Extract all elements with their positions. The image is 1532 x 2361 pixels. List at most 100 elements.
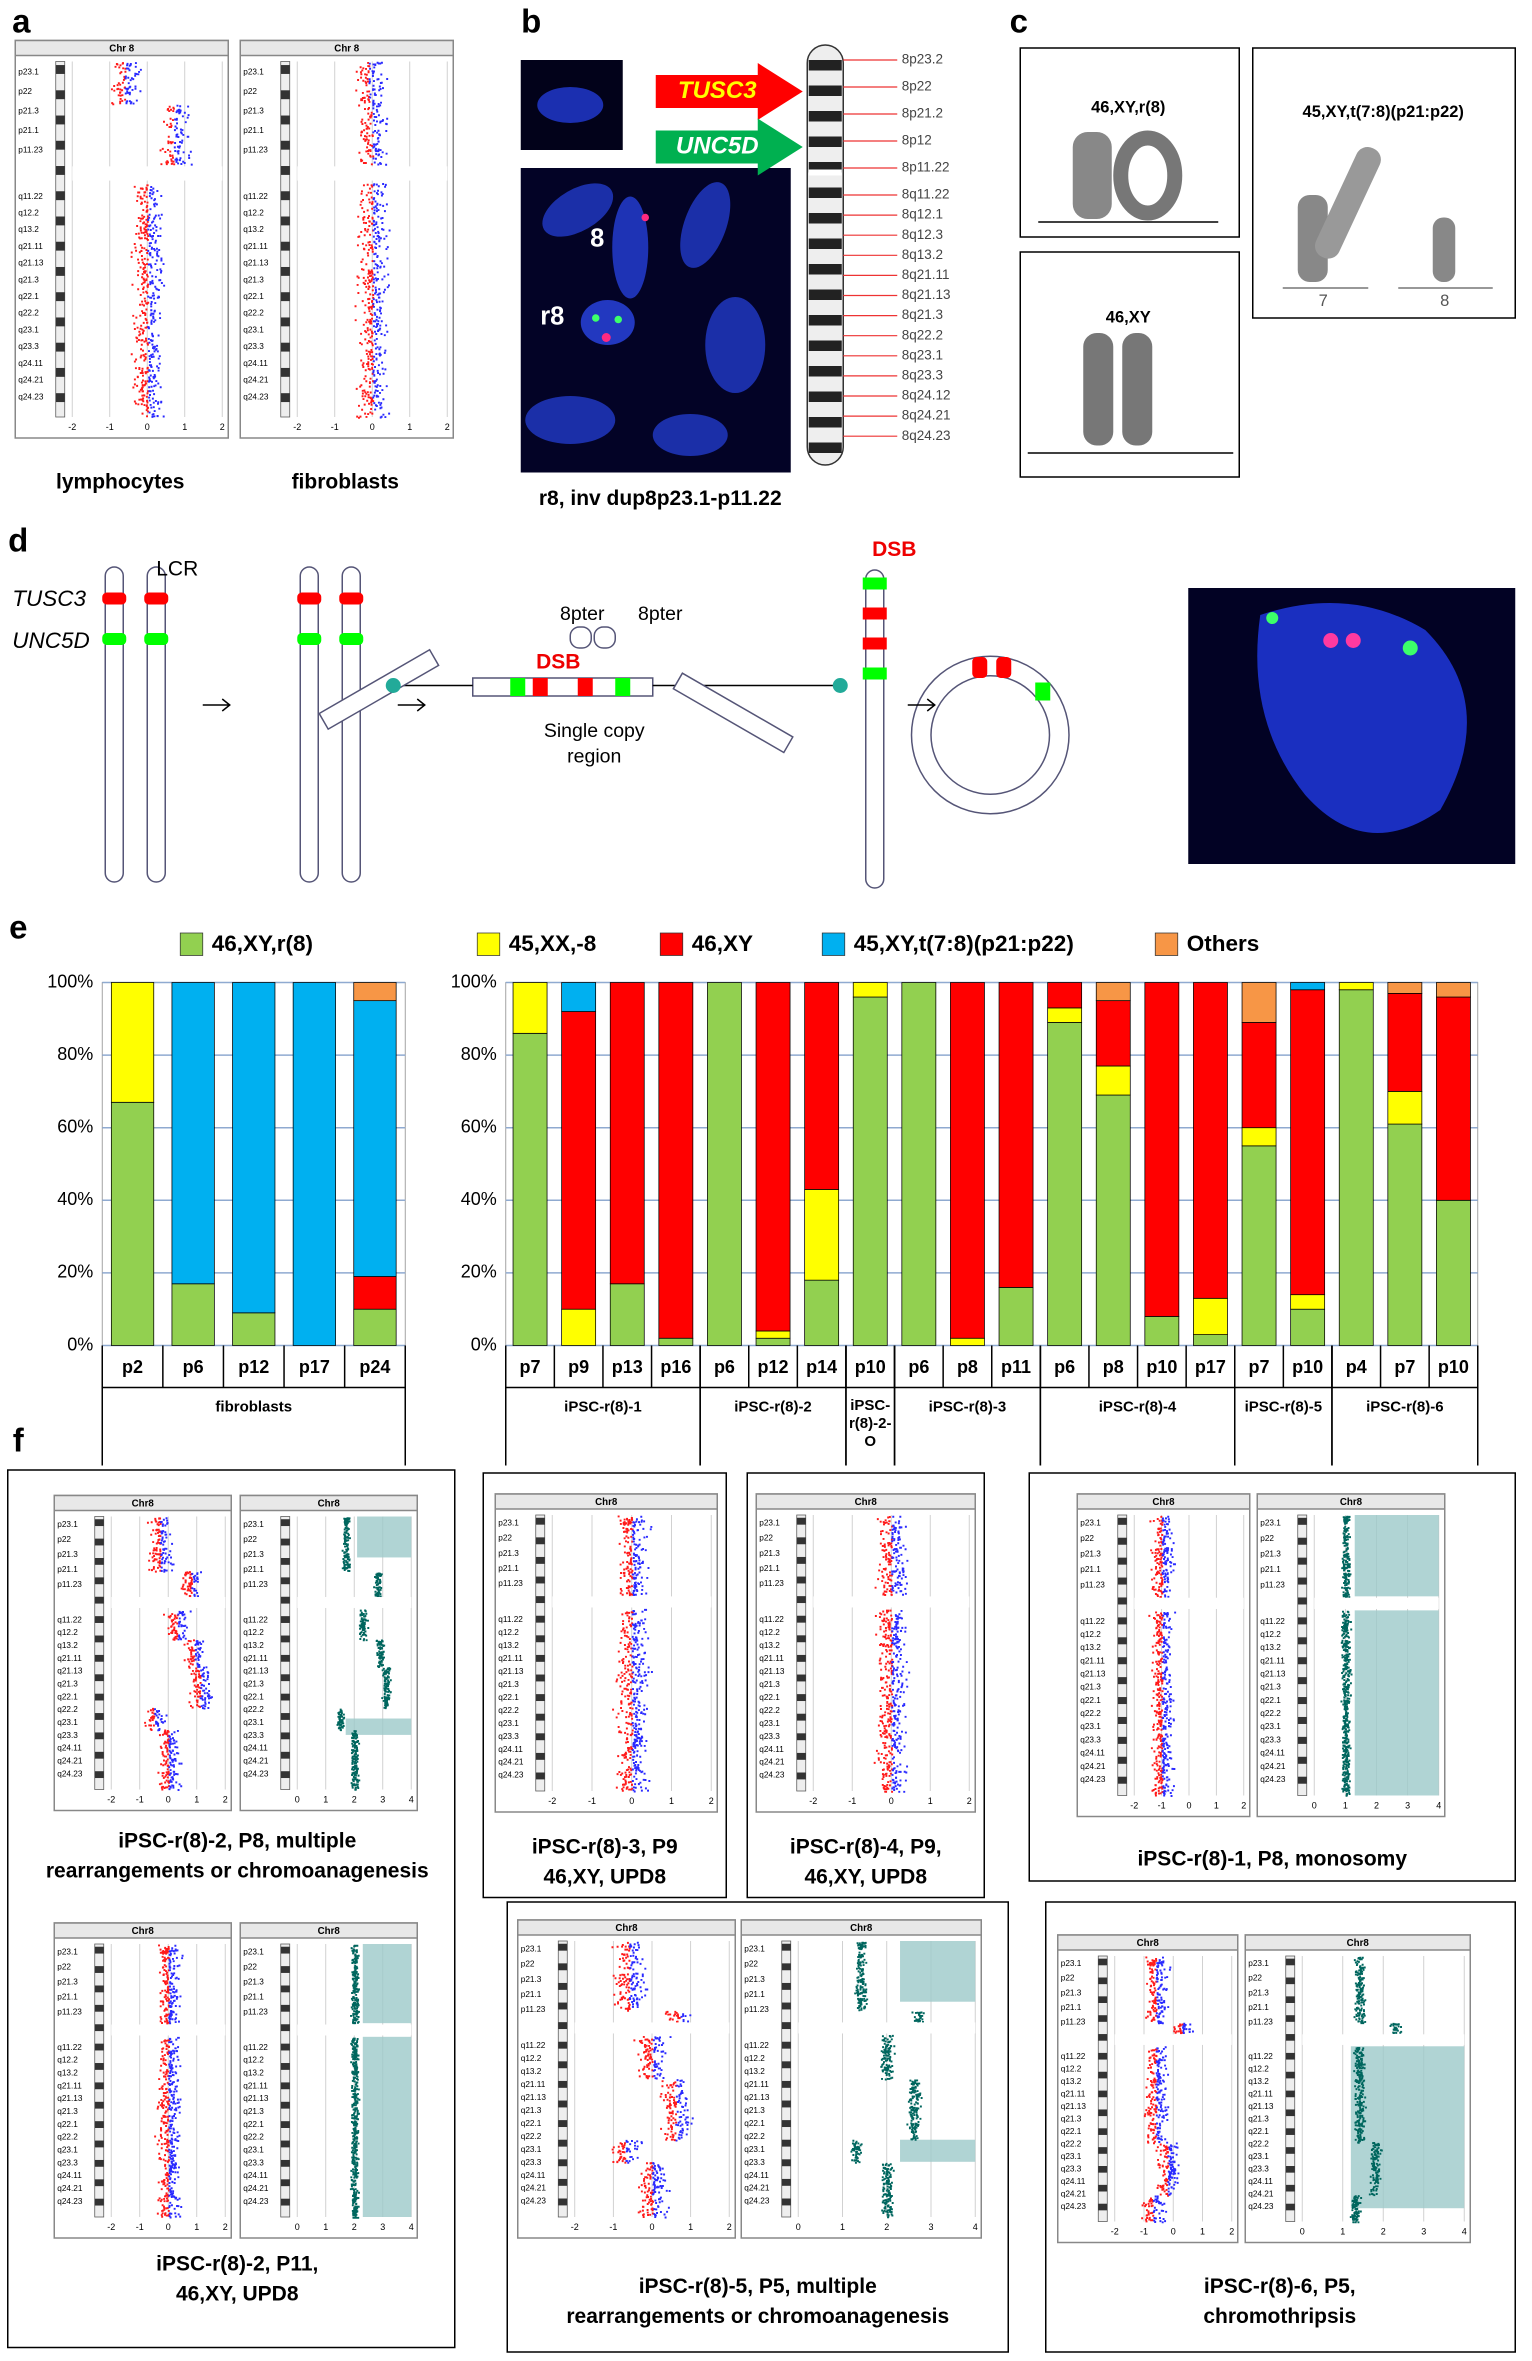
band-label: p22 [521, 1960, 535, 1969]
band-label: p21.3 [1061, 1988, 1082, 1997]
bar [1387, 993, 1423, 1092]
x-tick-label: 4 [1436, 1800, 1441, 1810]
band-label: q11.22 [1260, 1617, 1285, 1626]
ideogram-band [1297, 1537, 1307, 1545]
y-tick-label: 20% [461, 1262, 497, 1282]
ideogram-band [1117, 1577, 1127, 1585]
gene-band [862, 607, 887, 620]
y-tick-label: 40% [461, 1189, 497, 1209]
scatter-cloud [631, 1515, 653, 1793]
bar [852, 982, 888, 998]
band-label: q13.2 [521, 2067, 542, 2076]
x-tick-label: 2 [352, 1794, 357, 1804]
band-label: q21.11 [1248, 2089, 1273, 2098]
ideogram-band [280, 1693, 290, 1701]
ideogram-band [94, 1985, 104, 1993]
ideogram-band [535, 1596, 545, 1604]
band-label: q24.21 [243, 1757, 269, 1766]
band-label: p21.3 [243, 1977, 264, 1986]
plot-title-bar [53, 1922, 233, 1939]
band-label: q21.13 [18, 259, 44, 268]
band-label: q11.22 [1080, 1617, 1105, 1626]
gene-band [102, 633, 127, 645]
loh-shade [1354, 1515, 1439, 1597]
x-tick-label: 1 [688, 2222, 693, 2232]
band-label: q22.1 [759, 1693, 780, 1702]
band-label: q22.1 [57, 2120, 78, 2129]
x-tick-label: 3 [380, 2222, 385, 2232]
gene-band [972, 657, 988, 678]
x-tick-label: p12 [238, 1357, 269, 1377]
centromere-gap [1314, 1597, 1439, 1609]
ideogram-band [1098, 2015, 1108, 2022]
bar [1144, 982, 1180, 1317]
ideogram-band [280, 1985, 290, 1993]
ideogram-band [781, 2041, 791, 2049]
band-label: p23.1 [759, 1518, 780, 1527]
legend-swatch [476, 932, 501, 956]
ideogram-band [55, 90, 65, 100]
band-label: 8q23.3 [902, 367, 943, 382]
band-label: q24.21 [759, 1758, 785, 1767]
band-label: 8q22.2 [902, 327, 943, 342]
band-label: q24.21 [1248, 2189, 1274, 2198]
x-tick-label: -1 [331, 422, 339, 432]
ideogram-band [94, 1557, 104, 1565]
fish-signal [1266, 612, 1279, 624]
band-label: q21.3 [1080, 1683, 1101, 1692]
x-tick-label: p8 [1103, 1357, 1124, 1377]
band-label: q21.3 [1260, 1683, 1281, 1692]
scatter-cloud [336, 1517, 392, 1791]
band-label: q23.1 [243, 2146, 264, 2155]
ideogram [94, 1516, 105, 1790]
ideogram-band [796, 1713, 806, 1721]
band-label: q22.2 [57, 2133, 78, 2142]
band-label: q23.1 [243, 1718, 264, 1727]
plot-title: Chr8 [1137, 1938, 1160, 1949]
ideogram-band [1285, 2052, 1295, 2060]
karyotype-label: 45,XY,t(7:8)(p21:p22) [1303, 103, 1464, 121]
ideogram [280, 1943, 291, 2218]
plot-area [505, 982, 1479, 1346]
ideogram-band [796, 1615, 806, 1623]
ideogram-band [535, 1576, 545, 1584]
loh-shade [900, 2139, 976, 2162]
pter-label: 8pter [560, 603, 605, 625]
panel-box [7, 1469, 456, 2349]
band-label: q24.11 [243, 1744, 268, 1753]
x-tick-label: 2 [884, 2222, 889, 2232]
chromosome-image [1432, 217, 1456, 282]
band-label: q24.11 [1080, 1749, 1105, 1758]
ideogram-band [280, 1771, 290, 1779]
band-label: 8p23.2 [902, 52, 943, 67]
band-label: q22.2 [521, 2132, 542, 2141]
band-label: q23.1 [759, 1719, 780, 1728]
band-label: q13.2 [18, 225, 39, 234]
x-tick-label: 0 [1312, 1800, 1317, 1810]
band-label: p21.3 [759, 1549, 780, 1558]
band-label: p21.3 [243, 1550, 264, 1559]
ideogram-band [94, 1751, 104, 1759]
ideogram-band [94, 2121, 104, 2129]
gene-band [577, 678, 593, 696]
ideogram-band [558, 2100, 568, 2108]
fish-chromosome [705, 297, 766, 393]
plot-frame [494, 1493, 718, 1813]
legend-swatch [821, 932, 846, 956]
band-label: q12.2 [744, 2054, 765, 2063]
ideogram-band [280, 393, 290, 403]
band-label: q24.23 [243, 2197, 269, 2206]
loh-shade [362, 2036, 412, 2217]
ideogram-band [1117, 1657, 1127, 1665]
x-tick-label: p10 [1292, 1357, 1323, 1377]
panel-label: d [8, 522, 28, 559]
x-tick-label: 1 [1214, 1800, 1219, 1810]
ideogram-band [796, 1576, 806, 1584]
band-label: q21.13 [243, 2094, 269, 2103]
band-label: p21.1 [18, 126, 39, 135]
band-label: p21.1 [243, 1565, 264, 1574]
ideogram-band [535, 1694, 545, 1702]
gene-band [532, 678, 548, 696]
ideogram-band [280, 2082, 290, 2090]
centromere-gap [297, 1597, 412, 1608]
